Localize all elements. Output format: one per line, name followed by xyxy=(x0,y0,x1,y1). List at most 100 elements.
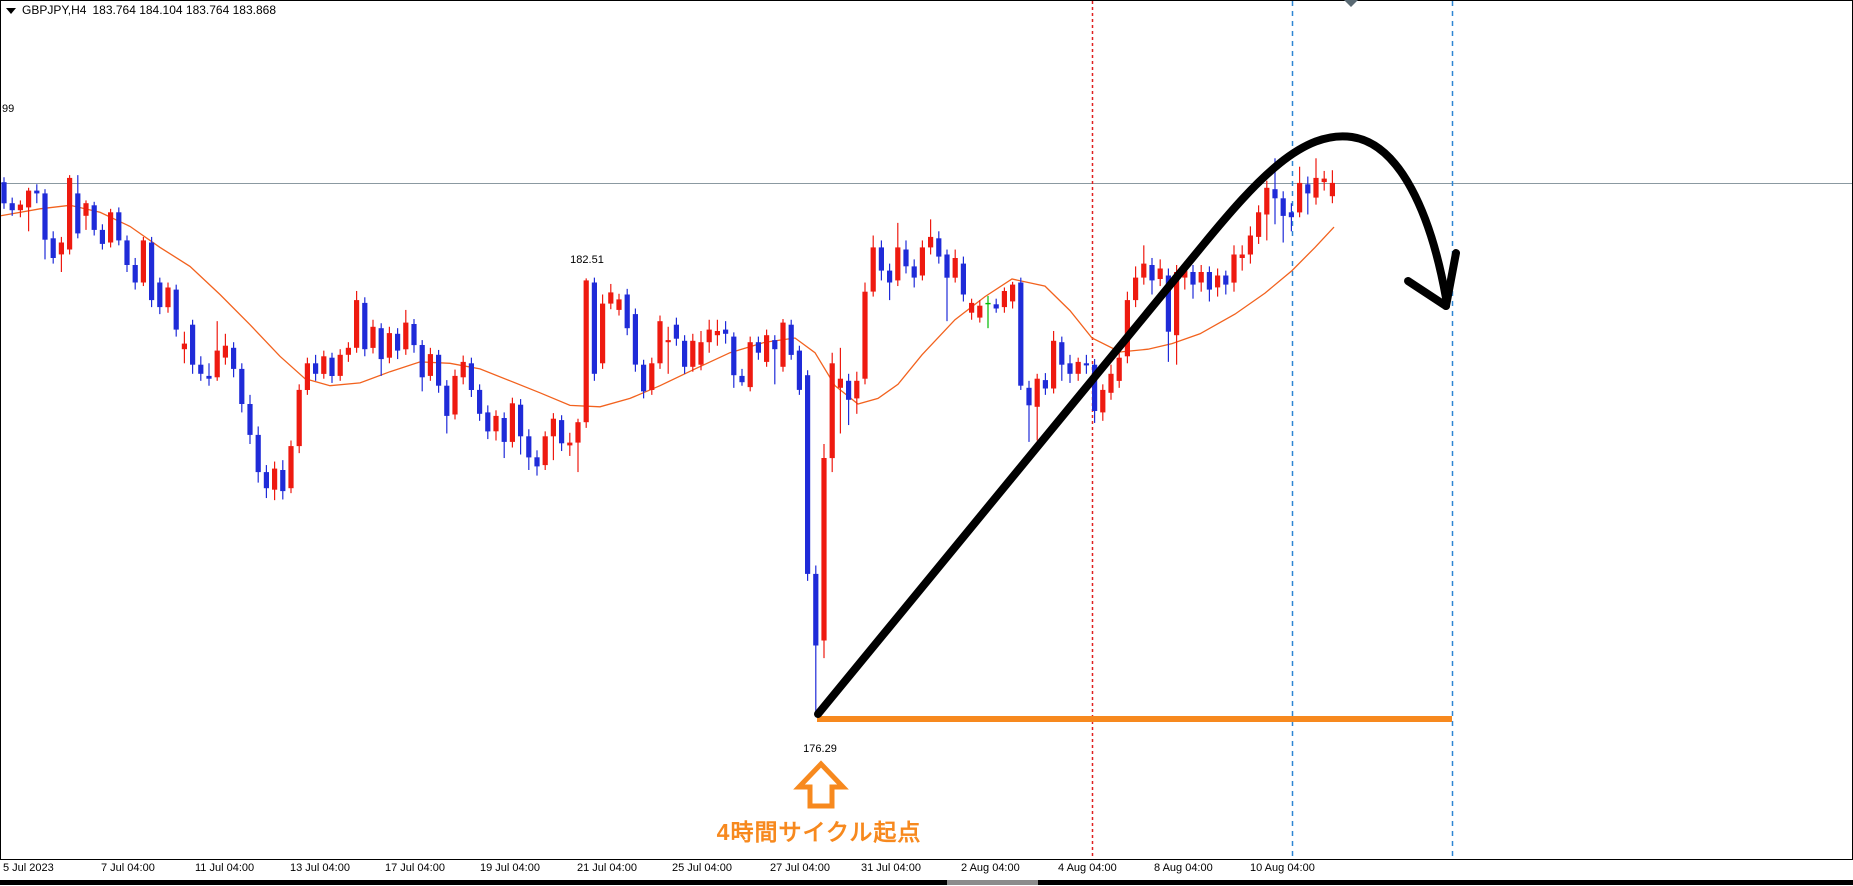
projection-arrow[interactable] xyxy=(1442,249,1460,310)
candle-body xyxy=(1149,265,1155,281)
candle-body xyxy=(83,203,89,216)
candle-body xyxy=(936,238,942,257)
candle-body xyxy=(862,291,868,379)
candle-body xyxy=(665,340,671,343)
candle-body xyxy=(542,436,548,466)
symbol-period-label: GBPJPY,H4 xyxy=(22,3,87,17)
candle-body xyxy=(1231,254,1237,283)
candle-body xyxy=(288,446,294,489)
candle-body xyxy=(485,412,491,432)
candle-body xyxy=(1215,275,1221,288)
scrollbar-segment[interactable] xyxy=(1038,880,1853,885)
candle-body xyxy=(190,324,196,365)
candle-body xyxy=(1329,182,1335,197)
axis-date-label: 10 Aug 04:00 xyxy=(1250,862,1315,874)
candle-body xyxy=(1280,198,1286,216)
candle-body xyxy=(1206,272,1212,290)
candle-body xyxy=(739,375,745,383)
candle-body xyxy=(772,340,778,350)
candle-body xyxy=(1288,212,1294,218)
candle-body xyxy=(272,468,278,490)
candle-body xyxy=(698,342,704,365)
candle-body xyxy=(419,345,425,378)
candle-body xyxy=(690,340,696,367)
candle-body xyxy=(67,177,73,250)
candle-body xyxy=(313,363,319,374)
candle-body xyxy=(239,368,245,404)
candle-body xyxy=(452,375,458,415)
candle-body xyxy=(1018,282,1024,386)
candle-body xyxy=(1051,340,1057,389)
candle-body xyxy=(206,375,212,379)
candle-body xyxy=(887,270,893,283)
candle-body xyxy=(854,380,860,399)
candle-body xyxy=(9,203,15,211)
candle-body xyxy=(526,436,532,458)
candle-body xyxy=(157,282,163,308)
candle-body xyxy=(362,302,368,350)
candle-body xyxy=(673,324,679,339)
candle-body xyxy=(329,357,335,376)
projection-arrow[interactable] xyxy=(1404,277,1450,310)
candle-body xyxy=(591,282,597,374)
candle-body xyxy=(608,292,614,304)
candle-body xyxy=(477,389,483,414)
candle-body xyxy=(1157,268,1163,279)
candle-body xyxy=(493,415,499,432)
candle-body xyxy=(1059,342,1065,365)
horizontal-scrollbar[interactable] xyxy=(0,880,1853,885)
scrollbar-segment[interactable] xyxy=(0,880,947,885)
candle-body xyxy=(575,422,581,443)
candle-body xyxy=(214,350,220,378)
chart-border-left xyxy=(0,0,1,859)
candle-body xyxy=(34,190,40,194)
candle-body xyxy=(714,331,720,336)
candle-body xyxy=(263,472,269,489)
candle-body xyxy=(1165,275,1171,332)
candle-body xyxy=(534,457,540,467)
candle-body xyxy=(149,242,155,301)
cycle-start-annotation-text[interactable]: 4時間サイクル起点 xyxy=(716,819,922,845)
candle-body xyxy=(222,345,228,358)
candle-body xyxy=(321,356,327,374)
candle-body xyxy=(165,287,171,308)
candle-body xyxy=(1133,277,1139,301)
candle-body xyxy=(567,442,573,446)
candle-body xyxy=(173,289,179,330)
candle-body xyxy=(108,212,114,243)
axis-date-label: 17 Jul 04:00 xyxy=(385,862,445,874)
axis-date-label: 5 Jul 2023 xyxy=(3,862,54,874)
cycle-start-up-arrow-icon[interactable] xyxy=(793,760,849,809)
candle-body xyxy=(764,335,770,362)
candle-body xyxy=(354,300,360,348)
candle-body xyxy=(403,322,409,350)
candle-body xyxy=(641,364,647,392)
axis-date-label: 21 Jul 04:00 xyxy=(577,862,637,874)
candle-body xyxy=(395,333,401,351)
candle-body xyxy=(903,249,909,267)
candle-body xyxy=(280,470,286,492)
symbol-dropdown-icon[interactable] xyxy=(6,7,16,14)
projection-arrow[interactable] xyxy=(814,132,1450,718)
candle-body xyxy=(878,247,884,271)
candle-body xyxy=(42,193,48,240)
candlestick-series xyxy=(1,158,1335,715)
candle-body xyxy=(255,434,261,473)
candle-body xyxy=(140,240,146,283)
candle-body xyxy=(378,328,384,360)
candle-body xyxy=(304,363,310,390)
candle-body xyxy=(26,190,32,208)
high-price-label: 182.51 xyxy=(570,254,604,266)
candle-body xyxy=(1174,272,1180,336)
candle-body xyxy=(58,242,64,255)
candle-body xyxy=(1141,263,1147,278)
scrollbar-segment[interactable] xyxy=(947,880,1038,885)
candle-body xyxy=(1239,254,1245,258)
candle-body xyxy=(1264,187,1270,215)
candle-body xyxy=(632,314,638,365)
left-price-label: 99 xyxy=(2,103,15,115)
candle-body xyxy=(706,329,712,343)
candle-body xyxy=(780,322,786,367)
